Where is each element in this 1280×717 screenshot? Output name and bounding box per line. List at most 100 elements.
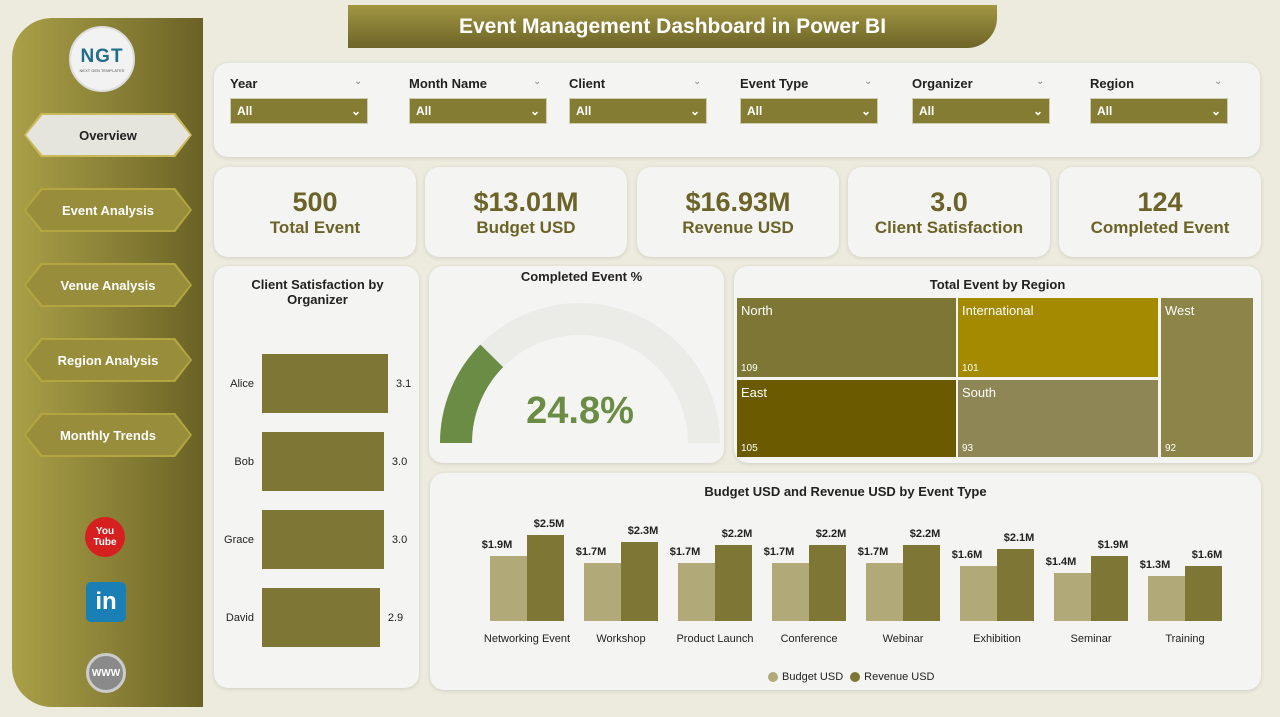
bar-revenue[interactable] xyxy=(809,545,846,621)
treemap-tile-label: West xyxy=(1165,303,1195,318)
filter-dropdown[interactable]: All ⌄ xyxy=(569,98,707,124)
bar-data-label: $1.7M xyxy=(669,545,701,558)
bar-budget[interactable] xyxy=(866,562,903,621)
bar-data-label: $1.7M xyxy=(857,545,889,558)
organizer-bar[interactable] xyxy=(262,588,380,647)
organizer-chart-title: Client Satisfaction by Organizer xyxy=(251,277,384,307)
filter-dropdown[interactable]: All ⌄ xyxy=(912,98,1050,124)
treemap-tile-value: 92 xyxy=(1165,443,1177,454)
chevron-down-icon: ⌄ xyxy=(1210,104,1221,118)
nav-event-analysis[interactable]: Event Analysis xyxy=(24,188,192,232)
bar-budget[interactable] xyxy=(960,565,997,621)
kpi-card: 3.0 Client Satisfaction xyxy=(848,167,1050,257)
chevron-down-icon[interactable]: ⌄ xyxy=(1214,76,1223,87)
organizer-label: Grace xyxy=(224,534,254,546)
bar-data-label: $1.9M xyxy=(1097,538,1129,551)
bar-data-label: $2.1M xyxy=(1003,531,1035,544)
x-tick-label: Workshop xyxy=(596,633,646,645)
bar-revenue[interactable] xyxy=(1091,555,1128,621)
gauge-value: 24.8% xyxy=(526,390,634,432)
linkedin-icon[interactable]: in xyxy=(86,582,126,622)
filter-dropdown[interactable]: All ⌄ xyxy=(1090,98,1228,124)
organizer-bar[interactable] xyxy=(262,354,388,413)
chevron-down-icon[interactable]: ⌄ xyxy=(693,76,702,87)
filter-label: Year xyxy=(230,76,258,91)
bar-revenue[interactable] xyxy=(1185,565,1222,621)
filter-dropdown[interactable]: All ⌄ xyxy=(230,98,368,124)
filter-value: All xyxy=(416,104,432,118)
chevron-down-icon[interactable]: ⌄ xyxy=(1036,76,1045,87)
treemap-tile-label: International xyxy=(962,303,1034,318)
gauge-track xyxy=(440,303,720,443)
filter-value: All xyxy=(747,104,763,118)
bar-budget[interactable] xyxy=(584,562,621,621)
bar-budget[interactable] xyxy=(490,555,527,621)
nav-label: Overview xyxy=(26,115,190,155)
chevron-down-icon: ⌄ xyxy=(689,104,700,118)
organizer-label: David xyxy=(225,612,254,624)
chevron-down-icon[interactable]: ⌄ xyxy=(533,76,542,87)
treemap-tile-value: 105 xyxy=(741,443,758,454)
kpi-label: Completed Event xyxy=(1090,217,1230,237)
bar-revenue[interactable] xyxy=(621,541,658,621)
organizer-value: 3.0 xyxy=(391,456,408,468)
legend-revenue-marker xyxy=(850,672,861,682)
bar-budget[interactable] xyxy=(772,562,809,621)
treemap-tile[interactable]: International 101 xyxy=(958,298,1158,377)
kpi-label: Total Event xyxy=(269,217,361,237)
treemap-tile[interactable]: South 93 xyxy=(958,380,1158,457)
nav-label: Event Analysis xyxy=(26,190,190,230)
youtube-icon[interactable]: You Tube xyxy=(85,517,125,557)
bar-budget[interactable] xyxy=(678,562,715,621)
chevron-down-icon: ⌄ xyxy=(1032,104,1043,118)
organizer-bar[interactable] xyxy=(262,432,384,491)
bar-data-label: $2.2M xyxy=(721,528,753,541)
bar-budget[interactable] xyxy=(1054,572,1091,621)
bar-data-label: $1.3M xyxy=(1139,559,1171,572)
nav-label: Region Analysis xyxy=(26,340,190,380)
globe-icon[interactable]: WWW xyxy=(86,653,126,693)
kpi-card: 124 Completed Event xyxy=(1059,167,1261,257)
bar-data-label: $1.4M xyxy=(1045,555,1077,568)
kpi-card: $13.01M Budget USD xyxy=(425,167,627,257)
filter-value: All xyxy=(576,104,592,118)
treemap-tile-label: South xyxy=(962,385,996,400)
bar-budget[interactable] xyxy=(1148,576,1185,621)
chevron-down-icon[interactable]: ⌄ xyxy=(354,76,363,87)
bar-revenue[interactable] xyxy=(997,548,1034,621)
logo: NGT NEXT GEN TEMPLATES xyxy=(69,26,135,92)
filter-label: Event Type xyxy=(740,76,809,91)
nav-region-analysis[interactable]: Region Analysis xyxy=(24,338,192,382)
organizer-bar[interactable] xyxy=(262,510,384,569)
filter-label: Region xyxy=(1090,76,1135,91)
chevron-down-icon[interactable]: ⌄ xyxy=(864,76,873,87)
logo-subtitle: NEXT GEN TEMPLATES xyxy=(79,67,125,73)
treemap-tile-value: 109 xyxy=(741,363,758,374)
gauge-title: Completed Event % xyxy=(520,269,643,284)
filter-dropdown[interactable]: All ⌄ xyxy=(740,98,878,124)
bar-revenue[interactable] xyxy=(527,535,564,621)
nav-venue-analysis[interactable]: Venue Analysis xyxy=(24,263,192,307)
bar-revenue[interactable] xyxy=(903,545,940,621)
treemap-tile[interactable]: North 109 xyxy=(737,298,956,377)
legend-revenue: Revenue USD xyxy=(864,671,935,683)
treemap-tile[interactable]: East 105 xyxy=(737,380,956,457)
kpi-card: $16.93M Revenue USD xyxy=(637,167,839,257)
organizer-label: Alice xyxy=(230,378,254,390)
nav-label: Venue Analysis xyxy=(26,265,190,305)
filter-dropdown[interactable]: All ⌄ xyxy=(409,98,547,124)
filter-label: Month Name xyxy=(409,76,487,91)
filter-label: Organizer xyxy=(912,76,973,91)
bar-data-label: $2.5M xyxy=(533,518,565,530)
kpi-value: 124 xyxy=(1137,186,1183,217)
organizer-value: 2.9 xyxy=(387,612,404,624)
treemap-tile[interactable]: West 92 xyxy=(1161,298,1253,457)
organizer-label: Bob xyxy=(234,456,254,468)
filter-panel xyxy=(214,63,1260,157)
treemap-tile-label: North xyxy=(741,303,773,318)
bar-data-label: $1.7M xyxy=(763,545,795,558)
nav-overview[interactable]: Overview xyxy=(24,113,192,157)
bar-revenue[interactable] xyxy=(715,545,752,621)
nav-label: Monthly Trends xyxy=(26,415,190,455)
nav-monthly-trends[interactable]: Monthly Trends xyxy=(24,413,192,457)
